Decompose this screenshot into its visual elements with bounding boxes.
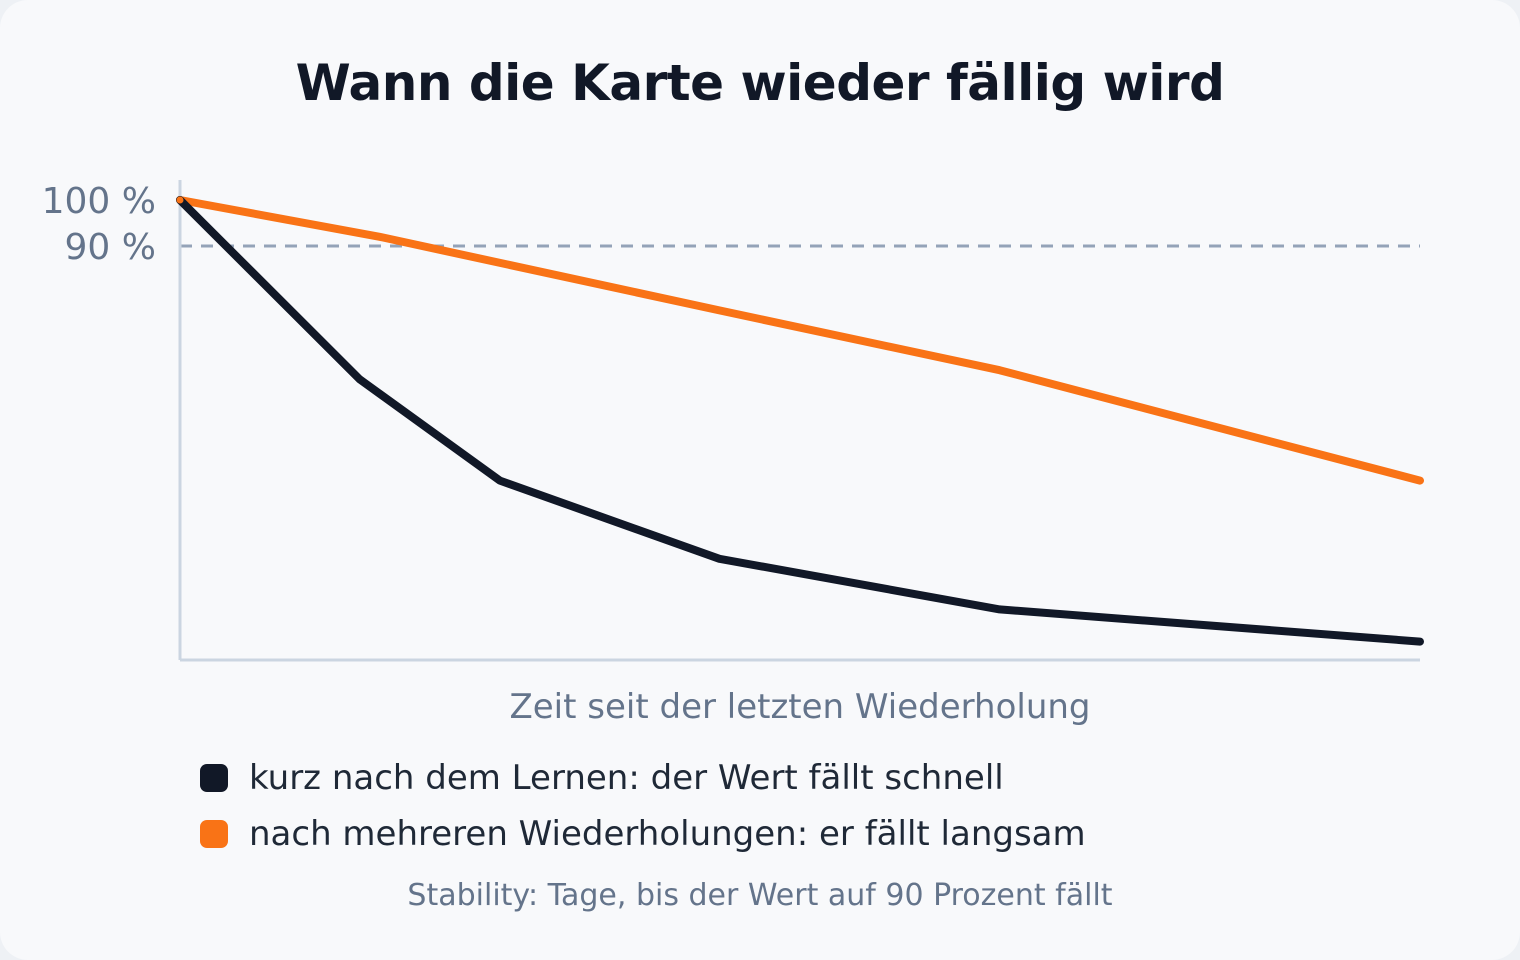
legend-item-series-2: nach mehreren Wiederholungen: er fällt l… [200,812,1086,856]
series-line-1 [176,196,1424,646]
y-tick-label: 100 % [42,181,156,222]
series-2-point [715,306,723,314]
legend-label: kurz nach dem Lernen: der Wert fällt sch… [249,758,1004,798]
legend: kurz nach dem Lernen: der Wert fällt sch… [200,756,1086,868]
legend-label: nach mehreren Wiederholungen: er fällt l… [249,814,1086,854]
series-1-point [1416,638,1424,646]
series-lines [176,196,1424,646]
series-2-point [176,196,184,204]
series-line-2 [176,196,1424,485]
footnote: Stability: Tage, bis der Wert auf 90 Pro… [407,878,1113,913]
chart-title: Wann die Karte wieder fällig wird [295,54,1225,112]
series-1-point [496,477,504,485]
y-tick-label: 90 % [65,227,156,268]
series-1-point [996,605,1004,613]
series-1-point [356,375,364,383]
legend-swatch [200,764,228,792]
legend-item-series-1: kurz nach dem Lernen: der Wert fällt sch… [200,756,1086,800]
y-tick-labels: 100 % 90 % [42,181,156,268]
series-2-point [996,366,1004,374]
series-1-point [715,555,723,563]
legend-swatch [200,820,228,848]
series-2-point [1416,477,1424,485]
x-axis-label: Zeit seit der letzten Wiederholung [509,687,1090,727]
series-2-point [376,233,384,241]
